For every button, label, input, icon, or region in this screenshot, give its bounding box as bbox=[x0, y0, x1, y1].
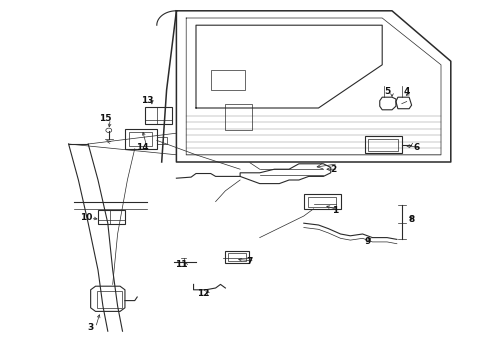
Bar bbox=[97, 291, 122, 308]
Text: 10: 10 bbox=[79, 213, 92, 222]
Text: 14: 14 bbox=[136, 143, 148, 152]
Text: 13: 13 bbox=[141, 96, 153, 105]
Bar bbox=[308, 197, 336, 207]
Bar bbox=[98, 210, 125, 224]
Text: 9: 9 bbox=[364, 237, 371, 246]
Bar bbox=[225, 251, 249, 263]
Bar bbox=[365, 136, 402, 153]
Text: 8: 8 bbox=[409, 215, 415, 224]
Text: 12: 12 bbox=[197, 289, 210, 298]
Text: 11: 11 bbox=[175, 260, 188, 269]
Text: 7: 7 bbox=[246, 256, 253, 265]
Bar bbox=[228, 253, 246, 261]
Text: 3: 3 bbox=[88, 323, 94, 332]
Text: 15: 15 bbox=[99, 114, 112, 123]
Text: 4: 4 bbox=[403, 87, 410, 96]
Bar bbox=[125, 129, 157, 149]
Text: 1: 1 bbox=[333, 206, 339, 215]
Bar bbox=[304, 194, 341, 209]
Text: 5: 5 bbox=[384, 87, 390, 96]
Text: 2: 2 bbox=[330, 165, 336, 174]
Bar bbox=[368, 139, 398, 151]
Text: 6: 6 bbox=[414, 143, 419, 152]
Bar bbox=[225, 104, 252, 130]
Bar bbox=[145, 107, 171, 124]
Bar bbox=[129, 132, 152, 146]
Bar bbox=[211, 70, 245, 90]
